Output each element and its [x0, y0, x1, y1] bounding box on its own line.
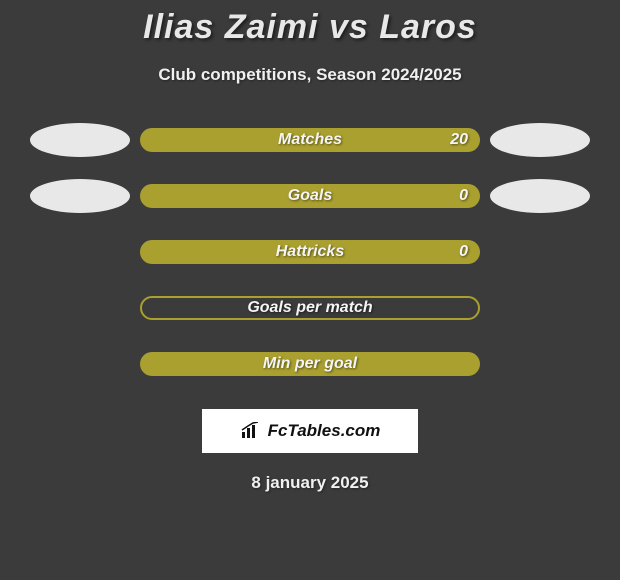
- stat-value: 0: [459, 187, 468, 205]
- stat-row: Hattricks 0: [0, 235, 620, 269]
- stat-row: Goals 0: [0, 179, 620, 213]
- chart-icon: [240, 422, 262, 440]
- stat-value: 0: [459, 243, 468, 261]
- stat-row: Goals per match: [0, 291, 620, 325]
- stat-value: 20: [450, 131, 468, 149]
- comparison-card: Ilias Zaimi vs Laros Club competitions, …: [0, 0, 620, 493]
- stat-label: Min per goal: [263, 355, 357, 373]
- stat-label: Goals per match: [247, 299, 372, 317]
- stat-bar-min-per-goal: Min per goal: [140, 352, 480, 376]
- date-label: 8 january 2025: [251, 473, 368, 493]
- badge-text: FcTables.com: [268, 421, 381, 441]
- stat-row: Matches 20: [0, 123, 620, 157]
- subtitle: Club competitions, Season 2024/2025: [158, 65, 461, 85]
- stat-bar-matches: Matches 20: [140, 128, 480, 152]
- stat-bar-goals-per-match: Goals per match: [140, 296, 480, 320]
- source-badge: FcTables.com: [202, 409, 418, 453]
- stat-bar-hattricks: Hattricks 0: [140, 240, 480, 264]
- stat-row: Min per goal: [0, 347, 620, 381]
- right-bubble: [490, 179, 590, 213]
- left-bubble: [30, 179, 130, 213]
- stat-label: Matches: [278, 131, 342, 149]
- left-bubble: [30, 123, 130, 157]
- stat-label: Goals: [288, 187, 332, 205]
- stats-rows: Matches 20 Goals 0 Hattricks 0 Goal: [0, 123, 620, 381]
- stat-label: Hattricks: [276, 243, 344, 261]
- stat-bar-goals: Goals 0: [140, 184, 480, 208]
- page-title: Ilias Zaimi vs Laros: [143, 8, 477, 47]
- right-bubble: [490, 123, 590, 157]
